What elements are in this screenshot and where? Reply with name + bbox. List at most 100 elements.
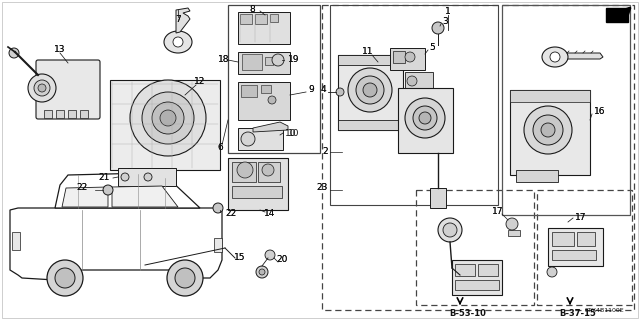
Circle shape: [272, 54, 284, 66]
Circle shape: [419, 112, 431, 124]
Bar: [110, 80, 220, 170]
Bar: [430, 188, 446, 208]
Circle shape: [103, 185, 113, 195]
Bar: [455, 264, 475, 276]
Text: 22: 22: [225, 210, 236, 219]
Text: 12: 12: [195, 77, 205, 86]
Bar: [338, 55, 403, 130]
Text: 4: 4: [321, 85, 326, 94]
Text: 18: 18: [218, 55, 230, 65]
Circle shape: [152, 102, 184, 134]
Text: 5: 5: [429, 44, 435, 52]
Bar: [452, 260, 502, 295]
Bar: [265, 57, 273, 65]
Circle shape: [533, 115, 563, 145]
Bar: [516, 170, 558, 182]
Circle shape: [256, 266, 268, 278]
Text: 22: 22: [77, 183, 88, 193]
FancyBboxPatch shape: [36, 60, 100, 119]
Bar: [510, 90, 590, 175]
Circle shape: [259, 269, 265, 275]
Circle shape: [438, 218, 462, 242]
Bar: [240, 14, 252, 24]
Bar: [338, 55, 403, 65]
Text: 17: 17: [575, 213, 586, 222]
Bar: [255, 14, 267, 24]
Bar: [232, 162, 256, 182]
Text: 7: 7: [175, 15, 181, 25]
Circle shape: [363, 83, 377, 97]
Text: 4: 4: [321, 85, 326, 94]
Text: 10: 10: [285, 129, 296, 138]
Circle shape: [28, 74, 56, 102]
Text: 8: 8: [249, 5, 255, 14]
Bar: [12, 232, 20, 250]
Text: 17: 17: [575, 213, 586, 222]
Polygon shape: [55, 173, 200, 208]
Text: 23: 23: [317, 183, 328, 193]
Circle shape: [47, 260, 83, 296]
Bar: [148, 170, 155, 179]
Text: 23: 23: [317, 183, 328, 193]
Text: 2: 2: [323, 148, 328, 156]
Bar: [242, 54, 262, 70]
Circle shape: [541, 123, 555, 137]
Bar: [68, 110, 76, 118]
Circle shape: [443, 223, 457, 237]
Text: 11: 11: [362, 47, 374, 57]
Circle shape: [524, 106, 572, 154]
Polygon shape: [563, 53, 603, 59]
Circle shape: [160, 110, 176, 126]
Text: 10: 10: [288, 129, 300, 138]
Circle shape: [130, 80, 206, 156]
Text: 17: 17: [492, 207, 504, 217]
Text: 14: 14: [264, 209, 276, 218]
Circle shape: [265, 250, 275, 260]
Text: 22: 22: [225, 210, 236, 219]
Circle shape: [547, 267, 557, 277]
Polygon shape: [10, 208, 222, 280]
Text: 21: 21: [99, 173, 110, 182]
Bar: [80, 110, 88, 118]
Text: 22: 22: [77, 183, 88, 193]
Circle shape: [407, 76, 417, 86]
Ellipse shape: [164, 31, 192, 53]
Circle shape: [167, 260, 203, 296]
Text: 5: 5: [429, 44, 435, 52]
Circle shape: [432, 22, 444, 34]
Bar: [228, 158, 288, 210]
Bar: [330, 5, 498, 205]
Polygon shape: [176, 8, 190, 33]
Bar: [261, 85, 271, 93]
Circle shape: [262, 164, 274, 176]
Bar: [241, 85, 257, 97]
Bar: [128, 168, 166, 182]
Bar: [478, 264, 498, 276]
Ellipse shape: [542, 47, 568, 67]
Text: 2: 2: [323, 148, 328, 156]
Circle shape: [405, 52, 415, 62]
Text: 6: 6: [217, 143, 223, 153]
Bar: [238, 82, 290, 120]
Text: B-37-15: B-37-15: [559, 309, 596, 318]
Circle shape: [38, 84, 46, 92]
Text: 13: 13: [54, 45, 66, 54]
Bar: [390, 48, 425, 70]
Circle shape: [405, 98, 445, 138]
Text: 8: 8: [249, 5, 255, 14]
Text: 13: 13: [54, 45, 66, 54]
Text: 20: 20: [276, 255, 288, 265]
Text: 15: 15: [234, 253, 246, 262]
Bar: [398, 88, 453, 153]
Polygon shape: [62, 187, 108, 207]
Text: 20: 20: [276, 255, 288, 265]
Text: 3: 3: [442, 18, 448, 27]
Text: 11: 11: [362, 47, 374, 57]
Circle shape: [121, 173, 129, 181]
Bar: [537, 190, 632, 305]
Circle shape: [213, 203, 223, 213]
Bar: [238, 52, 290, 74]
Bar: [510, 90, 590, 102]
Text: 19: 19: [288, 55, 300, 65]
Text: 7: 7: [175, 15, 181, 25]
